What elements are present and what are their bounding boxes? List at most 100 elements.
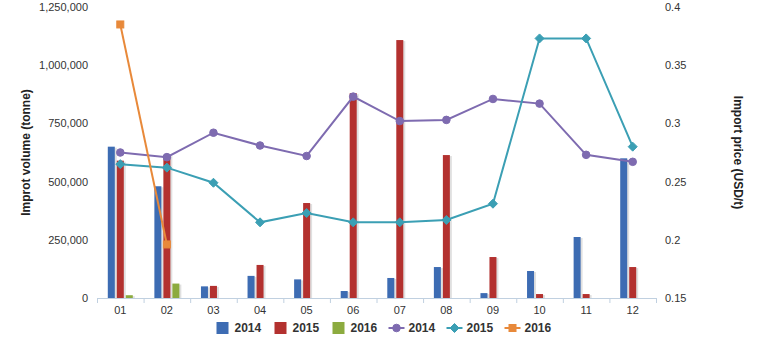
bar[interactable]: [210, 286, 217, 298]
bar[interactable]: [126, 295, 133, 298]
bar[interactable]: [396, 40, 403, 298]
bars: [108, 40, 638, 298]
y2-tick: [656, 239, 660, 240]
y-axis-title: Improt volume (tonne): [19, 89, 33, 216]
line-marker[interactable]: [209, 178, 218, 187]
bar[interactable]: [620, 158, 627, 298]
y2-tick-label: 0.35: [665, 59, 686, 71]
line: [120, 97, 632, 162]
bar[interactable]: [257, 265, 264, 298]
legend-swatch: [275, 322, 287, 334]
x-tick: [237, 298, 238, 303]
line-marker[interactable]: [117, 21, 124, 28]
line-marker[interactable]: [443, 116, 451, 124]
bar[interactable]: [341, 291, 348, 298]
line-marker[interactable]: [116, 160, 125, 169]
line-marker[interactable]: [349, 93, 357, 101]
line-marker[interactable]: [628, 142, 637, 151]
line-marker[interactable]: [163, 241, 170, 248]
x-tick-label: 04: [254, 304, 266, 316]
bar[interactable]: [303, 203, 310, 298]
x-tick-label: 06: [347, 304, 359, 316]
x-tick: [516, 298, 517, 303]
y-tick-label: 0: [82, 292, 88, 304]
x-tick-label: 03: [207, 304, 219, 316]
bar[interactable]: [201, 286, 208, 298]
x-tick: [470, 298, 471, 303]
line-marker[interactable]: [629, 158, 637, 166]
y-tick-label: 250,000: [48, 234, 88, 246]
bar[interactable]: [527, 271, 534, 298]
bar[interactable]: [574, 237, 581, 298]
legend-label[interactable]: 2014: [409, 321, 436, 335]
legend-marker: [509, 325, 516, 332]
x-tick-label: 12: [627, 304, 639, 316]
line-marker[interactable]: [256, 218, 265, 227]
line-marker[interactable]: [536, 100, 544, 108]
lines: [116, 21, 637, 248]
x-tick: [423, 298, 424, 303]
bar[interactable]: [294, 279, 301, 298]
line-marker[interactable]: [488, 199, 497, 208]
bar[interactable]: [583, 294, 590, 298]
bar[interactable]: [172, 284, 179, 298]
line-marker[interactable]: [163, 153, 171, 161]
y2-tick-label: 0.4: [665, 1, 680, 13]
x-tick-label: 08: [440, 304, 452, 316]
bar[interactable]: [108, 147, 115, 298]
chart: 0250,000500,000750,0001,000,0001,250,000…: [0, 0, 769, 360]
x-tick-label: 01: [114, 304, 126, 316]
bar[interactable]: [480, 293, 487, 298]
line-marker[interactable]: [582, 34, 591, 43]
y-tick-label: 1,250,000: [39, 1, 88, 13]
legend-label[interactable]: 2016: [351, 321, 378, 335]
line-marker[interactable]: [256, 142, 264, 150]
line-marker[interactable]: [396, 117, 404, 125]
legend-label[interactable]: 2014: [235, 321, 262, 335]
line-marker[interactable]: [582, 151, 590, 159]
bar[interactable]: [163, 155, 170, 298]
line-marker[interactable]: [535, 34, 544, 43]
x-tick: [377, 298, 378, 303]
bar[interactable]: [350, 93, 357, 298]
y-tick: [93, 298, 97, 299]
bar[interactable]: [248, 276, 255, 298]
legend-label[interactable]: 2015: [467, 321, 494, 335]
line-marker[interactable]: [442, 216, 451, 225]
bar[interactable]: [489, 257, 496, 298]
x-tick-label: 11: [580, 304, 591, 316]
y2-tick: [656, 65, 660, 66]
y2-tick: [656, 7, 660, 8]
x-tick-label: 09: [487, 304, 499, 316]
y2-tick-label: 0.25: [665, 176, 686, 188]
line-marker[interactable]: [489, 95, 497, 103]
bar[interactable]: [443, 155, 450, 298]
bar[interactable]: [117, 161, 124, 298]
y-tick: [93, 239, 97, 240]
line-marker[interactable]: [210, 129, 218, 137]
y-tick-label: 1,000,000: [39, 59, 88, 71]
y-tick: [93, 7, 97, 8]
line-marker[interactable]: [303, 152, 311, 160]
legend: 2014 2015 2016 2014 2015 2016: [217, 321, 552, 335]
bar[interactable]: [629, 267, 636, 298]
x-tick: [144, 298, 145, 303]
bar[interactable]: [536, 294, 543, 298]
line-marker[interactable]: [395, 218, 404, 227]
x-tick: [97, 298, 98, 303]
y-tick: [93, 181, 97, 182]
line-marker[interactable]: [116, 149, 124, 157]
y-tick: [93, 123, 97, 124]
line-marker[interactable]: [162, 163, 171, 172]
bar[interactable]: [387, 278, 394, 298]
y-tick-label: 500,000: [48, 176, 88, 188]
legend-label[interactable]: 2015: [293, 321, 320, 335]
bar[interactable]: [434, 267, 441, 298]
line-marker[interactable]: [302, 209, 311, 218]
line: [120, 24, 167, 244]
line-marker[interactable]: [349, 218, 358, 227]
y2-tick-label: 0.15: [665, 292, 686, 304]
legend-label[interactable]: 2016: [525, 321, 552, 335]
legend-swatch: [333, 322, 345, 334]
x-tick: [283, 298, 284, 303]
